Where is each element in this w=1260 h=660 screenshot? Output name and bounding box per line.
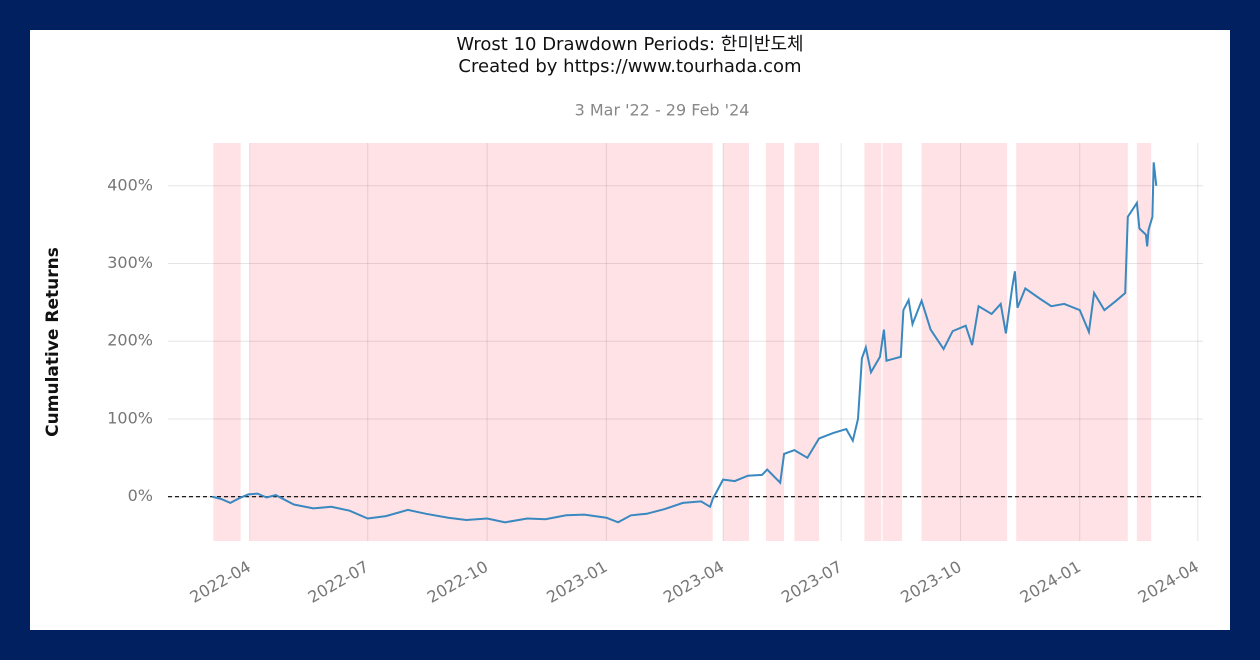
chart-subtitle: Created by https://www.tourhada.com: [458, 56, 801, 77]
drawdown-span: [1136, 143, 1152, 541]
return-line: [211, 162, 1158, 524]
drawdown-span: [921, 143, 1008, 541]
drawdown-span: [249, 143, 713, 541]
y-tick-label: 300%: [107, 253, 153, 272]
drawdown-span: [864, 143, 882, 541]
drawdown-span: [882, 143, 903, 541]
drawdown-span: [1016, 143, 1128, 541]
chart-title: Wrost 10 Drawdown Periods: 한미반도체: [456, 34, 803, 55]
drawdown-span: [765, 143, 785, 541]
y-axis-label: Cumulative Returns: [43, 247, 63, 437]
y-tick-label: 400%: [107, 175, 153, 194]
y-tick-label: 100%: [107, 408, 153, 427]
y-tick-label: 200%: [107, 331, 153, 350]
drawdown-span: [794, 143, 820, 541]
date-range: 3 Mar '22 - 29 Feb '24: [575, 101, 750, 120]
drawdown-span: [213, 143, 241, 541]
drawdown-span: [723, 143, 750, 541]
y-tick-label: 0%: [128, 486, 153, 505]
